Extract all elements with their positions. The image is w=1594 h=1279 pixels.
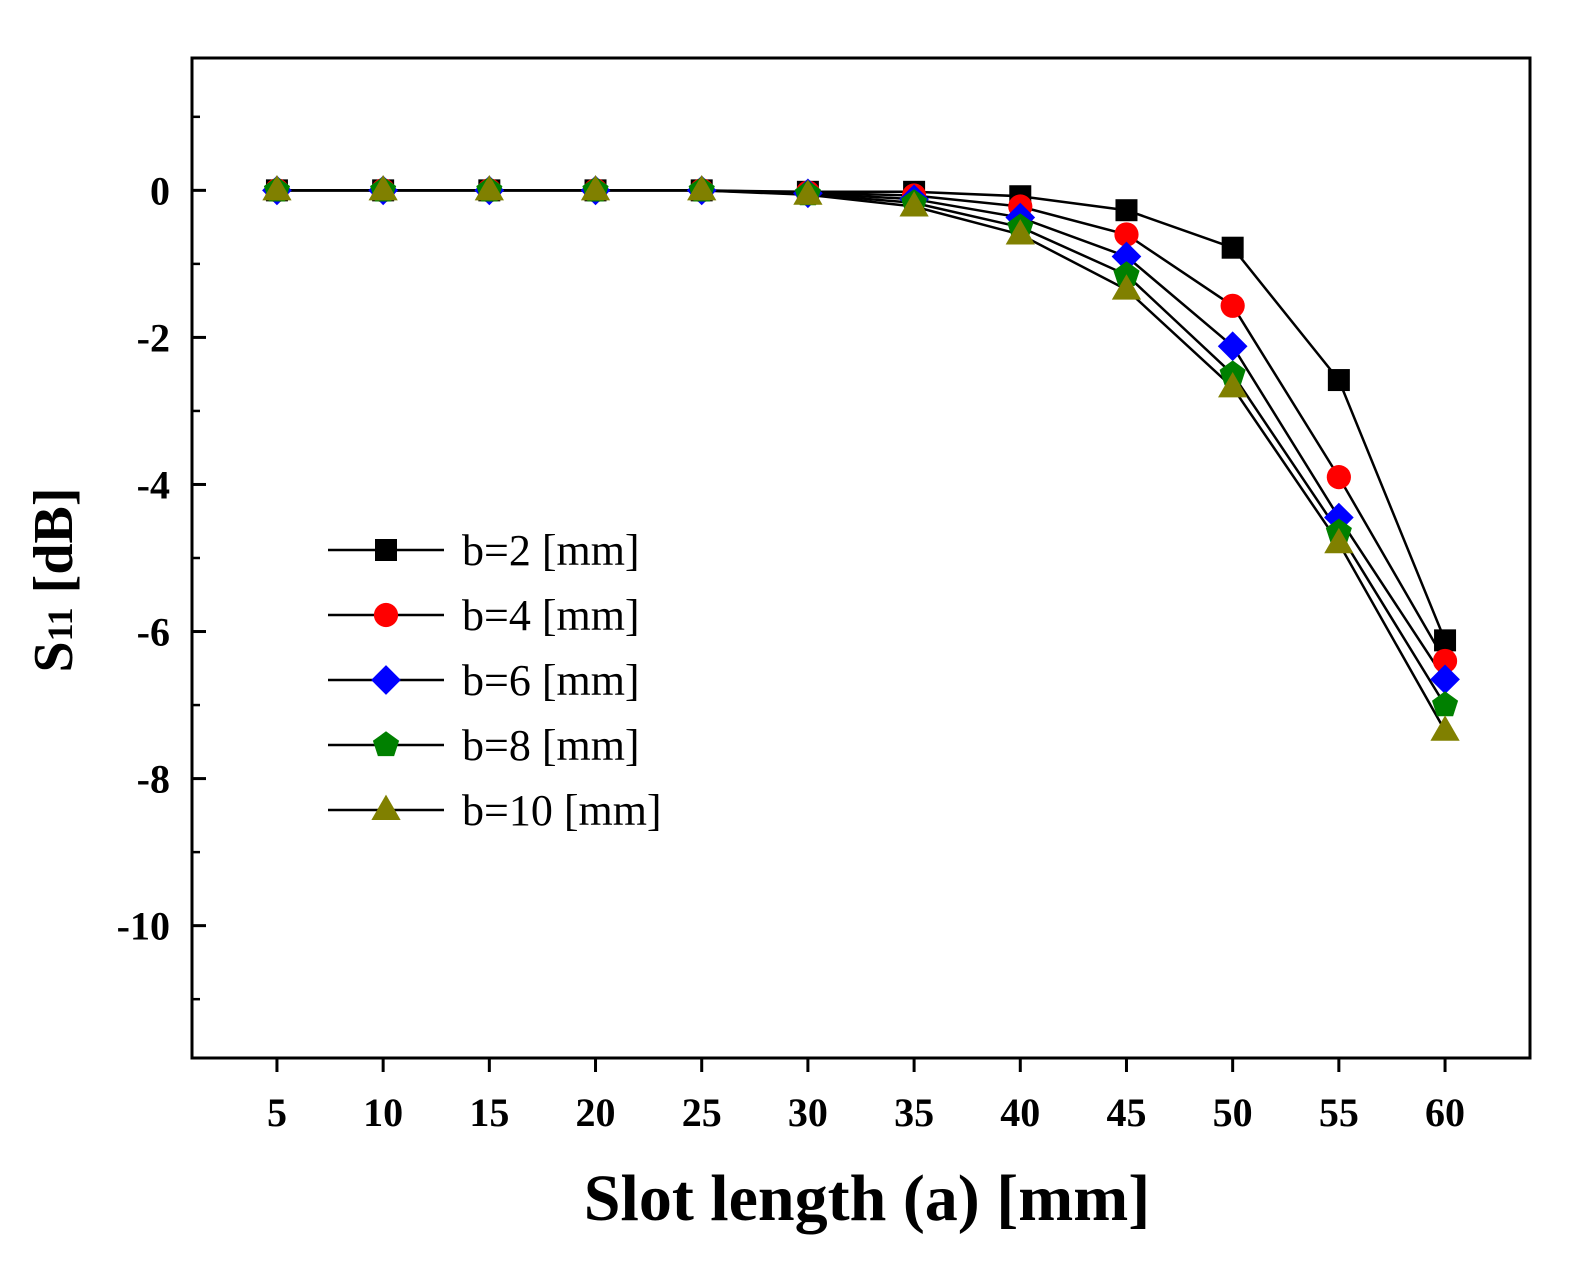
legend-item: b=6 [mm] [328, 656, 640, 705]
y-axis-title-rest: [dB] [23, 488, 85, 608]
x-tick-label: 55 [1319, 1090, 1359, 1135]
data-point-circle [1326, 465, 1351, 490]
data-point-triangle [793, 179, 823, 205]
legend: b=2 [mm] b=4 [mm] b=6 [mm] b=8 [mm] b=10 [mm… [328, 526, 662, 835]
series-1 [277, 189, 1447, 641]
y-tick-label: -6 [137, 610, 170, 655]
series-line [277, 189, 1447, 732]
data-point-triangle [687, 174, 717, 201]
data-point-diamond [1217, 331, 1248, 362]
series-layer [262, 174, 1460, 741]
x-axis-title: Slot length (a) [mm] [584, 1162, 1150, 1235]
legend-marker-pentagon [372, 731, 400, 757]
data-point-circle [1114, 222, 1139, 247]
x-tick-label: 25 [682, 1090, 722, 1135]
data-point-triangle [1218, 372, 1248, 398]
series-line [277, 189, 1447, 706]
data-point-triangle [1324, 527, 1354, 554]
y-tick-label: 0 [150, 168, 170, 213]
legend-label: b=8 [mm] [462, 721, 640, 770]
data-point-circle [1220, 293, 1245, 318]
legend-item: b=10 [mm] [328, 786, 662, 835]
data-point-triangle [1005, 219, 1035, 245]
series-line [277, 189, 1447, 641]
legend-item: b=2 [mm] [328, 526, 640, 575]
series-2 [277, 189, 1447, 662]
legend-label: b=4 [mm] [462, 591, 640, 640]
data-point-triangle [368, 174, 398, 201]
series-markers-2 [264, 178, 1458, 674]
series-3 [277, 189, 1447, 680]
data-point-triangle [899, 191, 929, 217]
y-tick-label: -2 [137, 315, 170, 360]
series-markers-1 [265, 179, 1457, 652]
data-point-diamond [1111, 241, 1142, 272]
data-point-triangle [474, 174, 504, 201]
data-point-pentagon [1113, 261, 1140, 286]
data-point-triangle [1430, 715, 1460, 741]
data-point-square [1434, 629, 1457, 652]
y-axis-title: S11 [dB] [23, 488, 85, 673]
legend-marker-square [375, 539, 397, 561]
y-tick-label: -4 [137, 462, 170, 507]
series-5 [277, 189, 1447, 732]
data-point-square [1327, 369, 1350, 392]
x-tick-label: 45 [1106, 1090, 1146, 1135]
data-point-diamond [1430, 664, 1460, 695]
legend-label: b=10 [mm] [462, 786, 662, 835]
y-tick-label: -10 [117, 904, 170, 949]
x-tick-label: 50 [1213, 1090, 1253, 1135]
data-point-triangle [580, 174, 611, 201]
legend-item: b=8 [mm] [328, 721, 640, 770]
x-tick-label: 20 [576, 1090, 616, 1135]
data-point-circle [1432, 648, 1458, 674]
y-axis-title-subscript: 11 [40, 607, 80, 641]
x-tick-label: 35 [894, 1090, 934, 1135]
series-4 [277, 189, 1447, 706]
axes: 5 10 15 20 25 30 35 40 45 50 55 60 0 -2 -4 -6 -8 -10 [117, 56, 1532, 1135]
legend-item: b=4 [mm] [328, 591, 640, 640]
data-point-triangle [1111, 274, 1142, 300]
x-tick-label: 15 [469, 1090, 509, 1135]
series-markers-4 [263, 176, 1459, 717]
series-line [277, 189, 1447, 680]
legend-label: b=2 [mm] [462, 526, 640, 575]
data-point-pentagon [1432, 691, 1459, 717]
legend-label: b=6 [mm] [462, 656, 640, 705]
x-tick-label: 30 [788, 1090, 828, 1135]
data-point-square [1115, 199, 1138, 222]
legend-marker-triangle [371, 794, 401, 821]
data-point-triangle [262, 174, 292, 201]
y-axis-title-main: S [23, 641, 85, 672]
x-tick-label: 10 [363, 1090, 403, 1135]
series-markers-5 [262, 174, 1460, 741]
series-line [277, 189, 1447, 662]
x-tick-label: 60 [1425, 1090, 1465, 1135]
data-point-diamond [1324, 502, 1354, 533]
data-point-square [1221, 236, 1244, 259]
x-tick-label: 5 [267, 1090, 287, 1135]
x-tick-label: 40 [1000, 1090, 1040, 1135]
y-tick-label: -8 [137, 757, 170, 802]
legend-marker-circle [373, 602, 399, 628]
series-markers-3 [262, 175, 1460, 695]
legend-marker-diamond [371, 665, 401, 695]
